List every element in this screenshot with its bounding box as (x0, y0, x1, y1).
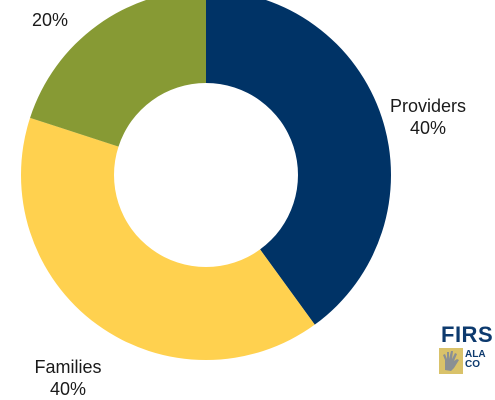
slice-label-providers-pct: 40% (409, 118, 447, 138)
donut-slice-third (30, 0, 206, 147)
slice-label-families-pct: 40% (49, 379, 87, 399)
slice-label-providers: Providers 40% (378, 95, 478, 139)
donut-slice-providers (206, 0, 391, 325)
logo-subtext-line2: CO (465, 359, 480, 370)
slice-label-third: 20% (20, 9, 80, 31)
slice-label-families: Families 40% (18, 356, 118, 400)
logo-subtext-line1: ALA (465, 349, 486, 360)
logo-subtext: ALA CO (465, 350, 486, 370)
slice-label-providers-name: Providers (389, 96, 467, 116)
logo-wordmark: FIRS (441, 322, 494, 347)
donut-slice-families (20, 117, 315, 361)
slice-label-families-name: Families (34, 357, 102, 377)
hand-logo-icon (439, 348, 463, 374)
slice-label-third-pct: 20% (31, 10, 69, 30)
